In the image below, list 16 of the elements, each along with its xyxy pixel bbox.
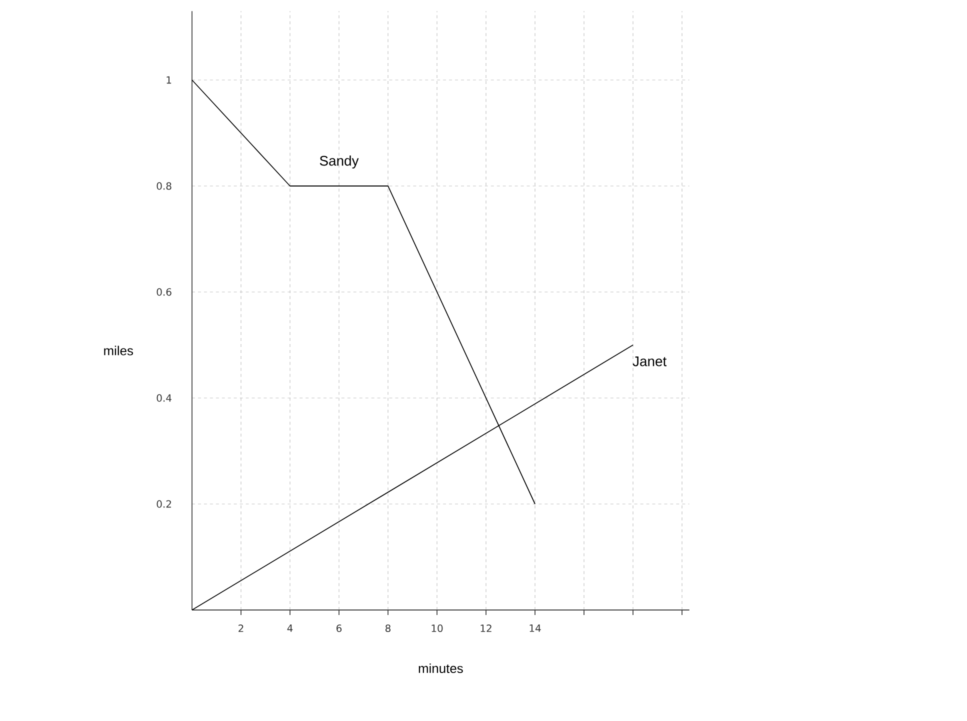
x-tick-label: 14 <box>530 624 541 632</box>
x-tick-label: 6 <box>336 624 342 632</box>
y-tick-label: 0.2 <box>156 500 171 508</box>
y-tick-label: 0.8 <box>156 182 172 190</box>
y-tick-label: 0.6 <box>156 288 172 296</box>
series-label: Janet <box>632 356 667 366</box>
y-tick-label: 0.4 <box>156 394 172 402</box>
x-tick-label: 4 <box>287 624 293 632</box>
x-tick-label: 2 <box>238 624 244 632</box>
series-label: Sandy <box>320 155 359 168</box>
x-tick-label: 8 <box>386 624 390 632</box>
y-axis-title: miles <box>104 346 134 356</box>
x-axis-title: minutes <box>418 664 463 674</box>
x-tick-label: 10 <box>432 624 443 632</box>
x-tick-label: 12 <box>480 624 492 632</box>
y-tick-label: 1 <box>166 76 172 84</box>
